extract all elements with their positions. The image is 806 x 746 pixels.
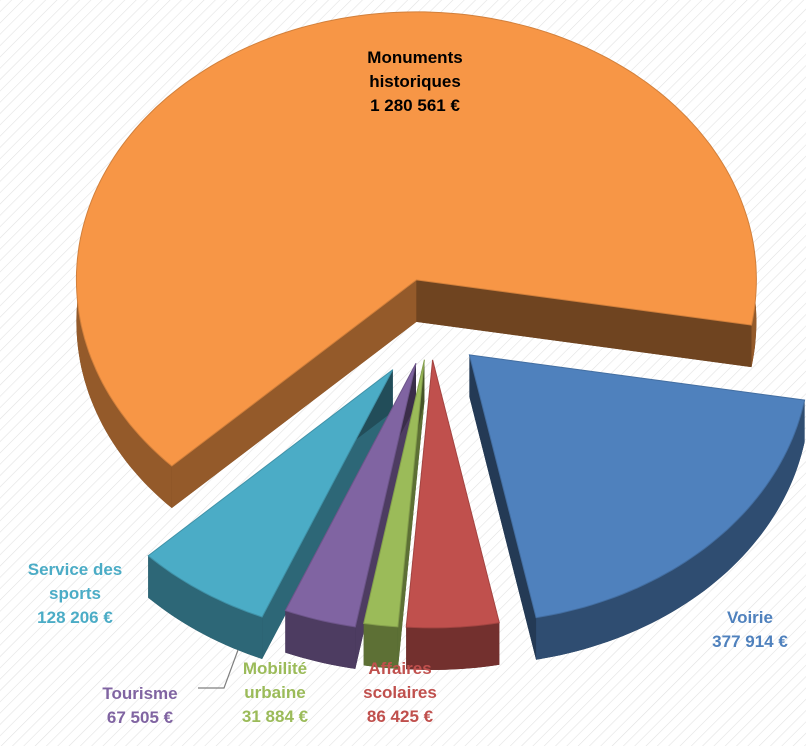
category-name: Affaires scolaires [363,659,437,702]
data-label: Voirie 377 914 € [690,606,806,654]
slice-side [76,11,757,509]
category-name: Tourisme [102,684,178,703]
slice-side [406,622,500,670]
slice [363,359,425,628]
slice-side [536,400,805,660]
slice-wall [397,359,425,669]
slice [147,369,394,618]
value-label: 31 884 € [241,707,309,726]
slice-side [363,623,398,669]
slice [405,359,500,629]
value-label: 86 425 € [366,707,434,726]
leader-line [198,649,239,689]
slice-wall [469,354,537,660]
slice [284,362,417,628]
slice-wall [171,279,417,508]
category-name: Mobilité urbaine [242,659,308,702]
slice-wall [416,279,752,368]
category-name: Voirie [727,608,773,627]
value-label: 377 914 € [712,632,788,651]
value-label: 67 505 € [106,708,174,727]
value-label: 128 206 € [37,608,113,627]
value-label: 1 280 561 € [370,96,460,115]
slice-side [285,610,356,669]
data-label: Affaires scolaires 86 425 € [345,657,455,729]
slice [75,11,757,467]
data-label: Monuments historiques 1 280 561 € [340,46,490,118]
slice [468,354,806,619]
data-label: Service des sports 128 206 € [0,558,150,630]
slice-side [148,555,263,659]
data-label: Mobilité urbaine 31 884 € [220,657,330,729]
pie [75,11,806,670]
data-label: Tourisme 67 505 € [80,682,200,730]
slice-wall [262,369,393,659]
category-name: Service des sports [27,560,123,603]
category-name: Monuments historiques [367,48,463,91]
